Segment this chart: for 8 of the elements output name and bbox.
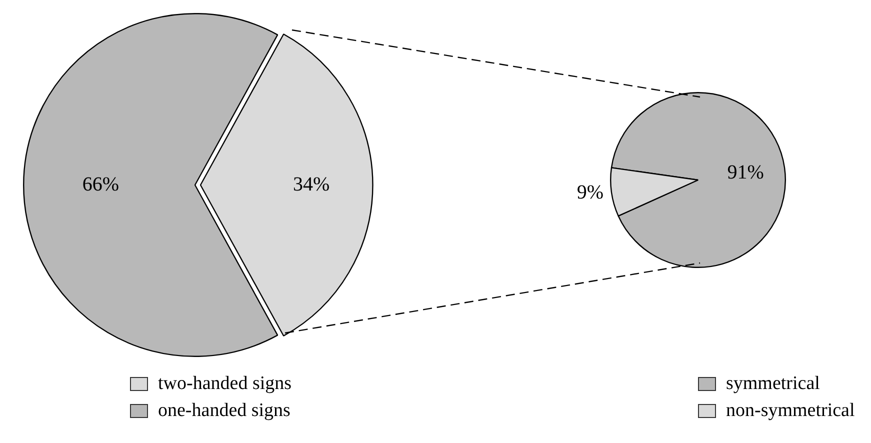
data-label: 66%: [82, 173, 120, 196]
legend-label: non-symmetrical: [726, 400, 855, 422]
legend-label: one-handed signs: [158, 400, 290, 422]
legend-label: two-handed signs: [158, 372, 292, 394]
data-label: 9%: [576, 182, 604, 204]
data-label: 34%: [292, 173, 330, 196]
data-label: 91%: [727, 161, 764, 184]
legend-label: symmetrical: [726, 372, 820, 394]
